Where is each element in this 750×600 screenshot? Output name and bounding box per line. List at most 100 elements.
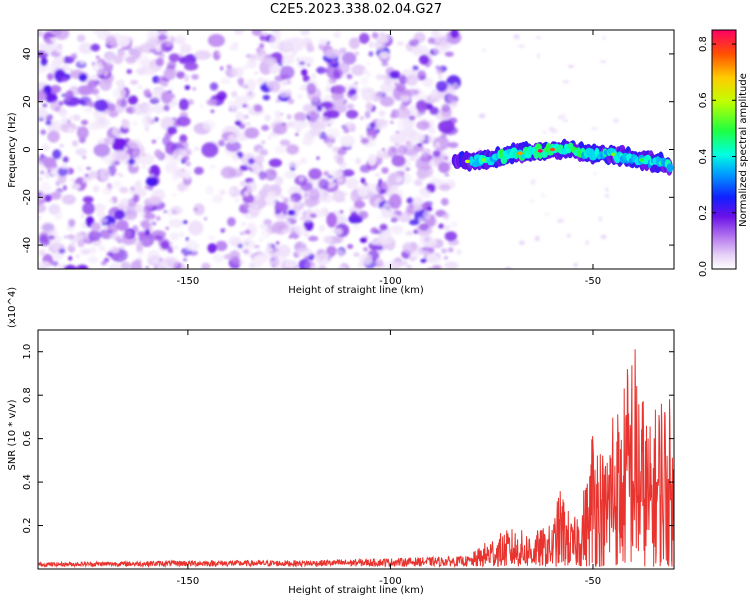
spectrogram-noise-blob xyxy=(40,154,44,157)
snr-multiplier: (x10^4) xyxy=(7,287,18,328)
spectrogram-noise-blob xyxy=(54,210,63,220)
spectrogram-noise-blob xyxy=(333,84,346,95)
spectrogram-noise-blob xyxy=(226,64,232,69)
spectrogram-noise-blob xyxy=(253,193,262,201)
spectrogram-noise-blob xyxy=(41,144,51,152)
spectrogram-noise-blob xyxy=(109,231,120,241)
spectrogram-noise-blob xyxy=(418,54,430,65)
spectrogram-noise-blob xyxy=(165,226,170,230)
spectrogram-noise-blob xyxy=(247,157,255,165)
spectrogram-noise-blob xyxy=(281,54,295,65)
spectrogram-noise-blob xyxy=(439,41,452,50)
spectrogram-noise-blob xyxy=(176,71,186,79)
spectrogram-noise-blob xyxy=(388,193,402,210)
spectrogram-noise-blob xyxy=(253,244,260,249)
spectrogram-xtick-label: -100 xyxy=(379,276,402,287)
spectrogram-noise-blob xyxy=(194,50,212,60)
spectrogram-noise-blob xyxy=(242,84,249,89)
spectrogram-noise-blob xyxy=(127,138,142,150)
spectrogram-noise-blob xyxy=(275,245,280,251)
spectrogram-noise-blob xyxy=(193,147,200,151)
spectrogram-noise-blob xyxy=(49,85,62,94)
spectrogram-noise-blob xyxy=(217,92,222,96)
spectrogram-noise-blob xyxy=(126,69,133,74)
spectrogram-noise-blob xyxy=(117,79,125,90)
spectrogram-noise-blob xyxy=(75,165,84,173)
spectrogram-noise-blob xyxy=(311,73,316,79)
spectrogram-peak xyxy=(639,158,645,162)
spectrogram-noise-blob xyxy=(379,223,388,231)
spectrogram-noise-blob xyxy=(417,44,422,49)
spectrogram-peak xyxy=(481,158,487,162)
spectrogram-noise-blob xyxy=(231,67,244,78)
spectrogram-noise-blob xyxy=(234,120,242,126)
spectrogram-noise-blob xyxy=(228,45,239,51)
spectrogram-noise-blob xyxy=(40,170,44,175)
spectrogram-noise-blob xyxy=(441,103,451,113)
spectrogram-noise-blob xyxy=(562,80,570,84)
spectrogram-noise-blob xyxy=(132,194,140,203)
spectrogram-noise-blob xyxy=(148,196,162,205)
spectrogram-noise-blob xyxy=(107,32,114,37)
spectrogram-noise-blob xyxy=(210,164,216,169)
spectrogram-noise-blob xyxy=(297,229,304,237)
spectrogram-noise-blob xyxy=(77,34,86,43)
spectrogram-noise-blob xyxy=(550,128,558,134)
spectrogram-noise-blob xyxy=(81,119,89,126)
spectrogram-noise-blob xyxy=(364,110,371,119)
spectrogram-noise-blob xyxy=(113,180,122,189)
spectrogram-noise-blob xyxy=(89,247,97,254)
spectrogram-noise-blob xyxy=(303,219,314,231)
spectrogram-noise-blob xyxy=(326,128,340,140)
spectrogram-noise-blob xyxy=(351,64,366,76)
spectrogram-noise-blob xyxy=(513,34,520,40)
spectrogram-noise-blob xyxy=(456,249,462,255)
spectrogram-noise-blob xyxy=(353,252,360,257)
spectrogram-noise-blob xyxy=(397,117,409,131)
spectrogram-ridge-cell xyxy=(533,150,540,159)
spectrogram-noise-blob xyxy=(377,232,394,246)
spectrogram-noise-blob xyxy=(138,153,155,166)
spectrogram-noise-blob xyxy=(154,104,165,114)
spectrogram-noise-blob xyxy=(366,62,371,66)
spectrogram-noise-blob xyxy=(185,237,189,242)
spectrogram-noise-blob xyxy=(163,104,170,112)
spectrogram-noise-blob xyxy=(61,194,76,205)
spectrogram-noise-blob xyxy=(343,128,350,134)
spectrogram-noise-blob xyxy=(274,202,289,213)
spectrogram-noise-blob xyxy=(134,203,143,213)
spectrogram-noise-blob xyxy=(221,228,226,232)
spectrogram-noise-blob xyxy=(253,254,267,264)
spectrogram-noise-blob xyxy=(438,161,451,173)
spectrogram-noise-blob xyxy=(284,170,297,179)
spectrogram-noise-blob xyxy=(358,210,369,220)
spectrogram-noise-blob xyxy=(593,172,597,175)
spectrogram-noise-blob xyxy=(338,265,343,269)
spectrogram-noise-blob xyxy=(170,205,183,216)
spectrogram-ridge-cell xyxy=(557,144,564,150)
spectrogram-ytick-label: -20 xyxy=(22,189,33,205)
spectrogram-noise-blob xyxy=(300,157,307,165)
spectrogram-noise-blob xyxy=(395,130,401,134)
spectrogram-noise-blob xyxy=(245,65,249,69)
spectrogram-noise-blob xyxy=(544,213,550,216)
spectrogram-noise-blob xyxy=(391,155,406,167)
spectrogram-noise-blob xyxy=(45,93,58,104)
spectrogram-noise-blob xyxy=(120,261,131,269)
spectrogram-noise-blob xyxy=(62,156,69,163)
spectrogram-noise-blob xyxy=(325,85,331,92)
spectrogram-noise-blob xyxy=(68,218,76,228)
spectrogram-noise-blob xyxy=(400,128,417,138)
spectrogram-noise-blob xyxy=(47,73,54,81)
spectrogram-noise-blob xyxy=(424,63,431,68)
spectrogram-noise-blob xyxy=(94,203,106,212)
spectrogram-noise-blob xyxy=(370,240,379,245)
spectrogram-noise-blob xyxy=(244,127,260,139)
spectrogram-noise-blob xyxy=(57,108,68,117)
spectrogram-noise-blob xyxy=(354,200,366,209)
spectrogram-noise-blob xyxy=(323,171,330,176)
spectrogram-noise-blob xyxy=(397,211,402,216)
spectrogram-noise-blob xyxy=(316,156,320,160)
spectrogram-noise-blob xyxy=(437,74,443,80)
spectrogram-noise-blob xyxy=(333,156,338,162)
